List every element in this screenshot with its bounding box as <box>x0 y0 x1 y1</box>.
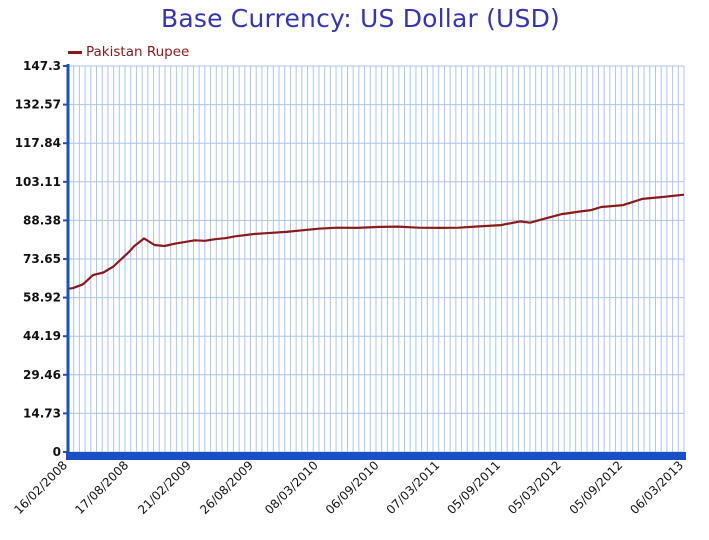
y-tick-label: 14.73 <box>23 406 61 420</box>
x-tick-label: 16/02/2008 <box>11 458 70 517</box>
horizontal-gridlines <box>63 65 684 453</box>
y-tick-label: 147.3 <box>23 59 61 73</box>
y-tick-label: 58.92 <box>23 291 61 305</box>
y-tick-label: 88.38 <box>23 213 61 227</box>
x-tick-label: 05/03/2012 <box>505 458 564 517</box>
x-tick-label: 08/03/2010 <box>262 458 321 517</box>
y-tick-label: 44.19 <box>23 329 61 343</box>
legend: Pakistan Rupee <box>68 44 189 60</box>
y-tick-label: 73.65 <box>23 252 61 266</box>
y-tick-label: 117.84 <box>15 136 61 150</box>
legend-swatch <box>68 50 82 54</box>
x-tick-label: 05/09/2011 <box>444 458 503 517</box>
x-tick-label: 26/08/2009 <box>197 458 256 517</box>
x-tick-label: 07/03/2011 <box>384 458 443 517</box>
y-tick-label: 0 <box>53 445 61 459</box>
y-tick-label: 29.46 <box>23 368 61 382</box>
x-tick-label: 21/02/2009 <box>135 458 194 517</box>
x-tick-label: 06/09/2010 <box>323 458 382 517</box>
x-tick-labels: 16/02/2008 17/08/2008 21/02/2009 26/08/2009… <box>11 458 686 517</box>
y-tick-label: 132.57 <box>15 98 61 112</box>
y-tick-labels: 0 14.73 29.46 44.19 58.92 73.65 88.38 103.11 117… <box>15 59 61 459</box>
series-line-pakistan-rupee <box>67 193 685 290</box>
x-tick-label: 05/09/2012 <box>567 458 626 517</box>
x-tick-label: 17/08/2008 <box>72 458 131 517</box>
x-tick-label: 06/03/2013 <box>627 458 686 517</box>
legend-label: Pakistan Rupee <box>86 44 190 60</box>
chart-title: Base Currency: US Dollar (USD) <box>160 4 561 33</box>
y-tick-label: 103.11 <box>15 175 61 189</box>
x-axis-bar <box>66 452 686 460</box>
